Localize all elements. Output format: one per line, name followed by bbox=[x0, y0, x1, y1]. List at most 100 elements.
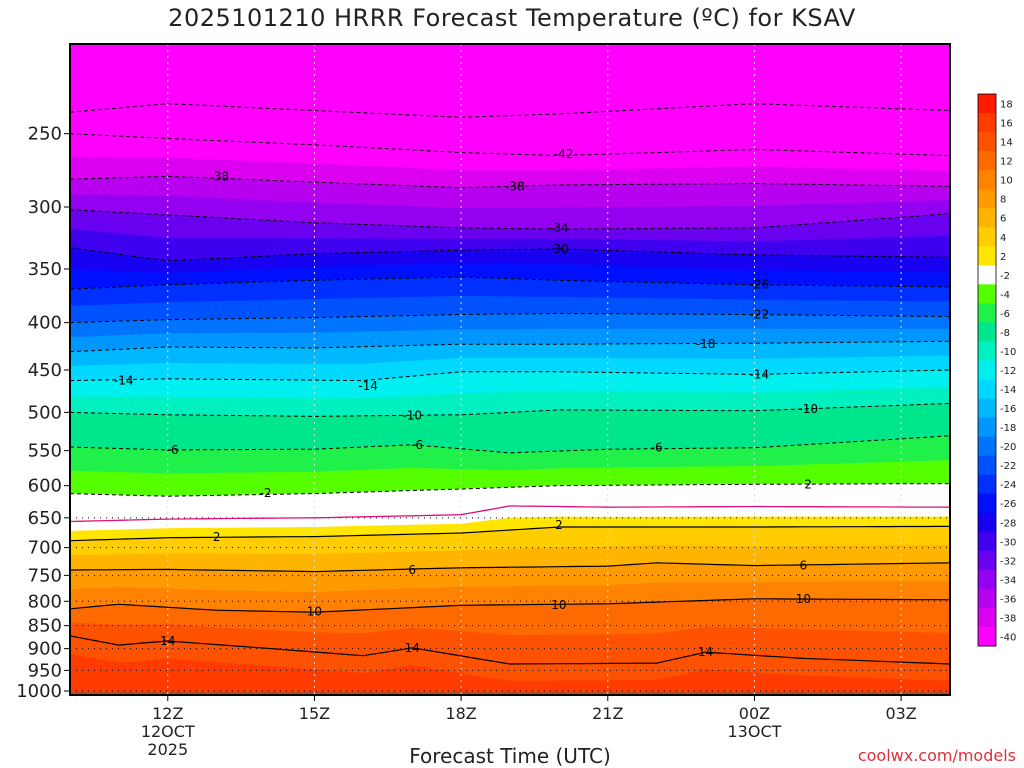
y-tick-label: 600 bbox=[28, 476, 62, 497]
isotherm-label: -38 bbox=[505, 179, 525, 193]
y-tick-label: 400 bbox=[28, 313, 62, 334]
colorbar-swatch bbox=[978, 588, 996, 609]
isotherm-label: -34 bbox=[549, 221, 569, 235]
isotherm-line bbox=[70, 635, 950, 665]
y-tick-label: 350 bbox=[28, 259, 62, 280]
colorbar-swatch bbox=[978, 455, 996, 476]
colorbar-label: -20 bbox=[1000, 442, 1016, 453]
colorbar-swatch bbox=[978, 246, 996, 266]
y-tick-label: 850 bbox=[28, 616, 62, 637]
isotherm-label: 10 bbox=[307, 605, 322, 619]
y-tick-label: 500 bbox=[28, 402, 62, 423]
colorbar-label: -40 bbox=[1000, 632, 1016, 643]
colorbar-label: 16 bbox=[1000, 119, 1013, 130]
temperature-band-warmest bbox=[70, 654, 950, 695]
isotherm-label: -22 bbox=[750, 308, 770, 322]
colorbar-swatch bbox=[978, 284, 996, 304]
y-tick-label: 1000 bbox=[16, 681, 62, 702]
colorbar-label: -8 bbox=[1000, 328, 1010, 339]
colorbar-label: 8 bbox=[1000, 195, 1006, 206]
x-tick-label: 12Z bbox=[152, 704, 183, 723]
surface-strip bbox=[70, 692, 950, 695]
y-tick-label: 450 bbox=[28, 360, 62, 381]
isotherm-label: 10 bbox=[551, 598, 566, 612]
isotherm-line bbox=[70, 103, 950, 118]
colorbar-label: -34 bbox=[1000, 575, 1016, 586]
colorbar-label: -6 bbox=[1000, 309, 1010, 320]
colorbar-swatch bbox=[978, 379, 996, 400]
colorbar-swatch bbox=[978, 151, 996, 171]
y-tick-label: 250 bbox=[28, 124, 62, 145]
isotherm-label: -14 bbox=[114, 374, 134, 388]
isotherm-label: 38 bbox=[214, 169, 229, 183]
colorbar-label: 12 bbox=[1000, 157, 1013, 168]
x-tick-label: 03Z bbox=[885, 704, 916, 723]
colorbar-label: -30 bbox=[1000, 537, 1016, 548]
colorbar-label: 2 bbox=[1000, 252, 1006, 263]
colorbar-label: -38 bbox=[1000, 613, 1016, 624]
isotherm-line bbox=[70, 505, 950, 523]
y-tick-label: 950 bbox=[28, 660, 62, 681]
colorbar-swatch bbox=[978, 113, 996, 133]
colorbar-label: -14 bbox=[1000, 385, 1016, 396]
colorbar-label: -4 bbox=[1000, 290, 1010, 301]
y-tick-label: 900 bbox=[28, 639, 62, 660]
isotherm-label: 10 bbox=[796, 592, 811, 606]
isotherm-label: 2 bbox=[804, 477, 812, 491]
colorbar-label: -2 bbox=[1000, 271, 1010, 282]
colorbar-label: 14 bbox=[1000, 138, 1013, 149]
x-tick-label: 21Z bbox=[592, 704, 623, 723]
colorbar-swatch bbox=[978, 227, 996, 247]
colorbar-swatch bbox=[978, 170, 996, 190]
isotherm-label: -14 bbox=[358, 379, 378, 393]
isotherm-line bbox=[70, 525, 950, 542]
x-tick-label: 13OCT bbox=[727, 722, 781, 741]
colorbar-frame bbox=[977, 93, 997, 647]
x-tick-label: 12OCT bbox=[141, 722, 195, 741]
colorbar-swatch bbox=[978, 417, 996, 438]
isotherm-line bbox=[70, 247, 950, 262]
colorbar-label: -28 bbox=[1000, 518, 1016, 529]
colorbar-label: -10 bbox=[1000, 347, 1016, 358]
colorbar-swatch bbox=[978, 550, 996, 571]
isotherm-label: -6 bbox=[411, 438, 423, 452]
colorbar-swatch bbox=[978, 474, 996, 495]
colorbar-swatch bbox=[978, 303, 996, 323]
isotherm-label: -18 bbox=[696, 337, 716, 351]
x-tick-label: 15Z bbox=[299, 704, 330, 723]
y-tick-label: 750 bbox=[28, 565, 62, 586]
colorbar-swatch bbox=[978, 531, 996, 552]
isotherm-label: 6 bbox=[800, 559, 808, 573]
y-tick-label: 800 bbox=[28, 591, 62, 612]
colorbar-label: -24 bbox=[1000, 480, 1016, 491]
isotherm-label: -30 bbox=[549, 242, 569, 256]
isotherm-label: 2 bbox=[213, 530, 221, 544]
colorbar-label: -36 bbox=[1000, 594, 1016, 605]
colorbar-swatch bbox=[978, 512, 996, 533]
isotherm-label: -10 bbox=[798, 402, 818, 416]
colorbar-swatch bbox=[978, 607, 996, 628]
colorbar-label: -26 bbox=[1000, 499, 1016, 510]
x-tick-label: 18Z bbox=[445, 704, 476, 723]
credit-text: coolwx.com/models bbox=[857, 746, 1016, 765]
colorbar-label: 10 bbox=[1000, 176, 1013, 187]
isotherm-label: -6 bbox=[167, 443, 179, 457]
isotherm-label: -6 bbox=[651, 441, 663, 455]
colorbar-label: 6 bbox=[1000, 214, 1006, 225]
colorbar-swatch bbox=[978, 322, 996, 342]
isotherm-label: -14 bbox=[750, 367, 770, 381]
colorbar-swatch bbox=[978, 626, 996, 647]
isotherm-label: 14 bbox=[160, 634, 175, 648]
isotherm-label: -26 bbox=[750, 278, 770, 292]
x-tick-label: 00Z bbox=[739, 704, 770, 723]
y-tick-label: 700 bbox=[28, 538, 62, 559]
colorbar-label: -22 bbox=[1000, 461, 1016, 472]
x-tick-label: 2025 bbox=[147, 740, 188, 759]
isotherm-line bbox=[70, 562, 950, 573]
colorbar-swatch bbox=[978, 493, 996, 514]
isotherm-label: -2 bbox=[260, 486, 272, 500]
isotherm-label: 6 bbox=[408, 563, 416, 577]
colorbar-label: -32 bbox=[1000, 556, 1016, 567]
colorbar-swatch bbox=[978, 189, 996, 209]
